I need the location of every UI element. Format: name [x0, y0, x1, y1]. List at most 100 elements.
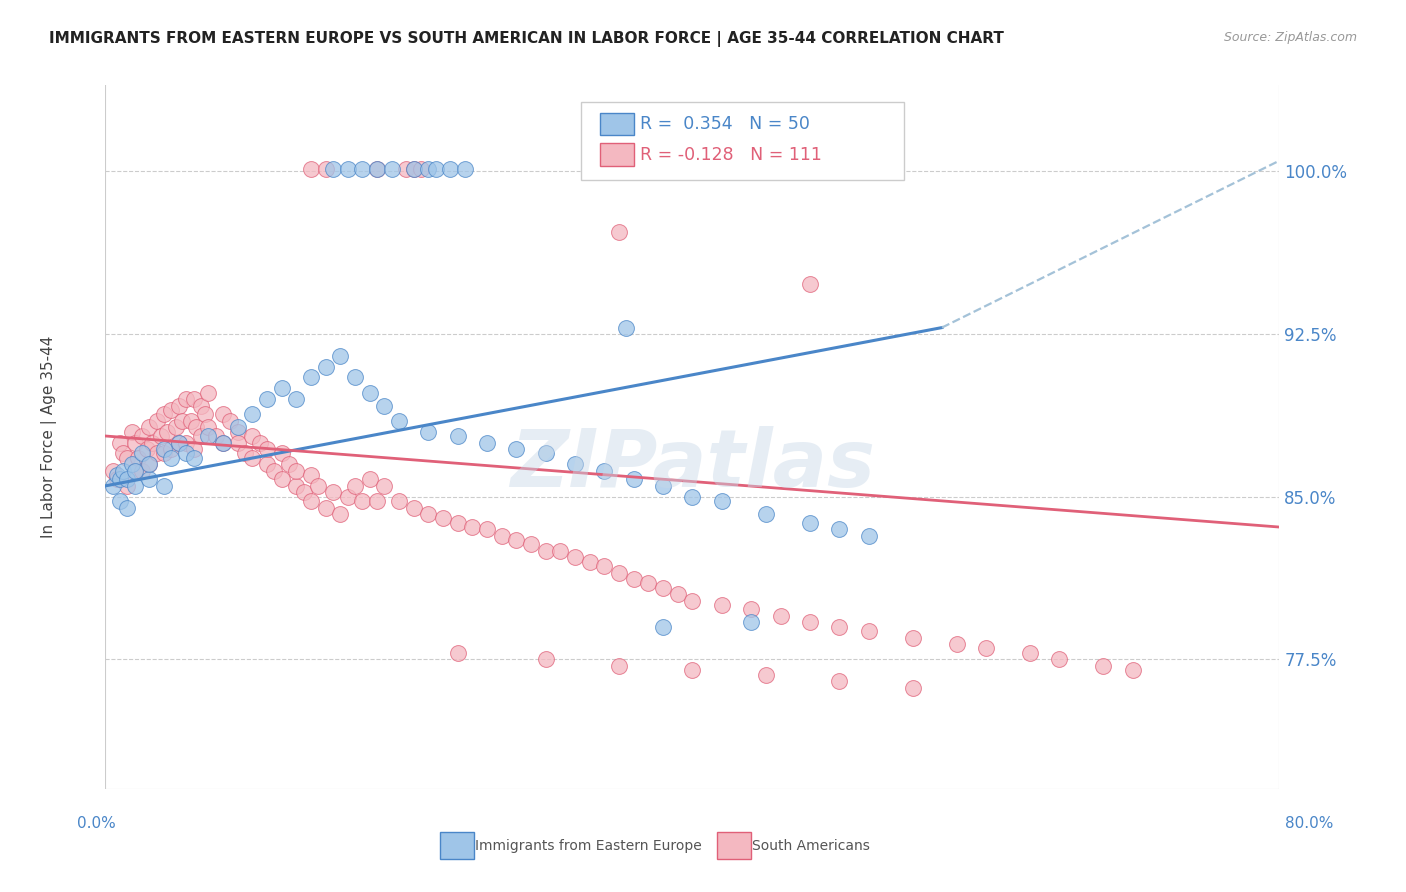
- Point: [359, 385, 381, 400]
- Point: [256, 442, 278, 456]
- Text: IMMIGRANTS FROM EASTERN EUROPE VS SOUTH AMERICAN IN LABOR FORCE | AGE 35-44 CORR: IMMIGRANTS FROM EASTERN EUROPE VS SOUTH …: [49, 31, 1004, 47]
- Point: [858, 529, 880, 543]
- Point: [755, 667, 778, 681]
- Point: [828, 620, 851, 634]
- Point: [197, 420, 219, 434]
- Point: [138, 457, 160, 471]
- Point: [285, 392, 308, 406]
- Point: [117, 450, 139, 465]
- Point: [160, 442, 183, 456]
- Point: [491, 529, 513, 543]
- Point: [226, 425, 249, 439]
- Point: [299, 468, 322, 483]
- Point: [388, 414, 411, 428]
- Point: [799, 277, 821, 292]
- Point: [190, 399, 212, 413]
- Point: [652, 581, 675, 595]
- Point: [652, 479, 675, 493]
- Point: [211, 407, 233, 421]
- Point: [974, 641, 997, 656]
- Point: [564, 457, 586, 471]
- Point: [131, 464, 153, 478]
- Point: [249, 435, 271, 450]
- Point: [153, 442, 176, 456]
- Point: [240, 450, 263, 465]
- Point: [186, 420, 208, 434]
- Point: [117, 479, 139, 493]
- Point: [418, 507, 440, 521]
- Point: [322, 162, 344, 177]
- Point: [117, 472, 139, 486]
- Text: ZIPatlas: ZIPatlas: [510, 426, 875, 504]
- Point: [607, 225, 630, 239]
- Point: [138, 472, 160, 486]
- Point: [366, 494, 388, 508]
- Point: [534, 446, 557, 460]
- Point: [1092, 658, 1115, 673]
- Point: [366, 162, 388, 177]
- Point: [112, 446, 135, 460]
- Point: [315, 359, 337, 374]
- Point: [607, 658, 630, 673]
- Point: [534, 652, 557, 666]
- Point: [270, 446, 292, 460]
- Point: [336, 490, 359, 504]
- Point: [167, 399, 190, 413]
- Point: [366, 162, 388, 177]
- Point: [285, 464, 308, 478]
- Point: [146, 414, 169, 428]
- Point: [799, 516, 821, 530]
- Point: [146, 446, 169, 460]
- Point: [828, 673, 851, 688]
- FancyBboxPatch shape: [600, 144, 634, 166]
- Point: [131, 446, 153, 460]
- Point: [1019, 646, 1042, 660]
- Point: [240, 407, 263, 421]
- Point: [174, 446, 197, 460]
- Text: R = -0.128   N = 111: R = -0.128 N = 111: [640, 145, 821, 163]
- Point: [352, 162, 374, 177]
- Point: [593, 464, 616, 478]
- Point: [388, 494, 411, 508]
- Point: [256, 392, 278, 406]
- Point: [682, 663, 704, 677]
- Point: [769, 609, 792, 624]
- Point: [740, 615, 762, 630]
- Point: [425, 162, 447, 177]
- Point: [183, 392, 205, 406]
- Text: Source: ZipAtlas.com: Source: ZipAtlas.com: [1223, 31, 1357, 45]
- Point: [322, 485, 344, 500]
- Point: [124, 479, 146, 493]
- Point: [315, 500, 337, 515]
- Point: [211, 435, 233, 450]
- Point: [578, 555, 600, 569]
- Point: [329, 507, 352, 521]
- Point: [174, 435, 197, 450]
- Point: [623, 472, 645, 486]
- Point: [131, 429, 153, 443]
- Point: [101, 464, 124, 478]
- Point: [211, 435, 233, 450]
- Point: [101, 479, 124, 493]
- Point: [174, 392, 197, 406]
- Point: [233, 446, 256, 460]
- Point: [637, 576, 659, 591]
- Point: [373, 479, 395, 493]
- Point: [682, 594, 704, 608]
- Point: [409, 162, 432, 177]
- Text: 80.0%: 80.0%: [1285, 816, 1333, 830]
- Point: [226, 420, 249, 434]
- Point: [461, 520, 484, 534]
- Point: [240, 429, 263, 443]
- Point: [901, 631, 924, 645]
- Point: [138, 420, 160, 434]
- Point: [505, 533, 527, 547]
- Point: [901, 681, 924, 695]
- Point: [336, 162, 359, 177]
- Point: [256, 457, 278, 471]
- Point: [799, 615, 821, 630]
- Point: [167, 435, 190, 450]
- Text: South Americans: South Americans: [752, 838, 870, 853]
- Point: [307, 479, 329, 493]
- Point: [138, 457, 160, 471]
